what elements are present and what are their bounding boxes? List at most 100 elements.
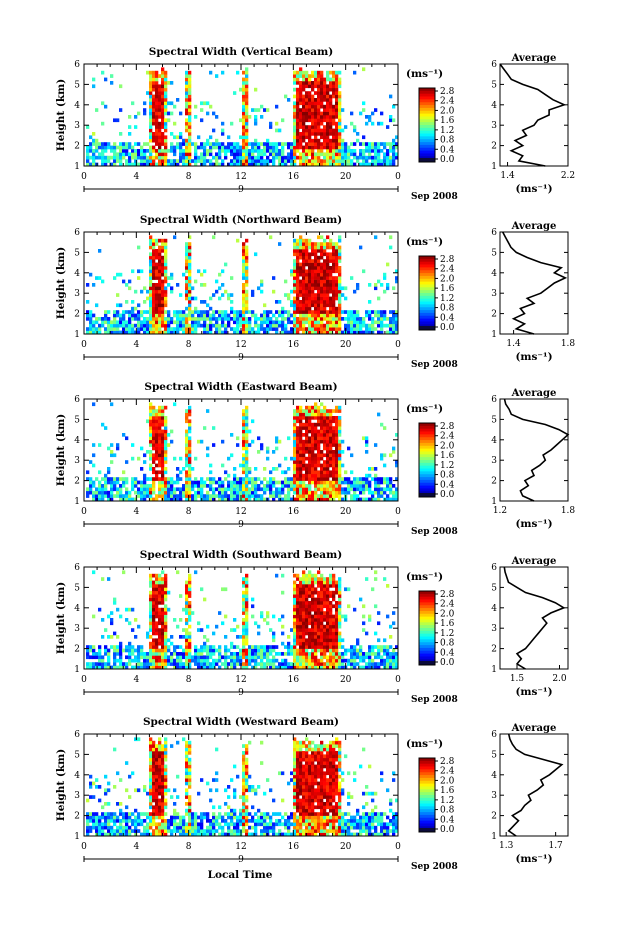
heatmap-cell — [371, 494, 375, 498]
heatmap-cell — [305, 450, 309, 454]
heatmap-cell — [152, 115, 156, 119]
heatmap-cell — [266, 614, 270, 619]
heatmap-cell — [149, 624, 153, 629]
heatmap-cell — [188, 601, 192, 605]
heatmap-cell — [161, 132, 165, 136]
heatmap-cell — [305, 74, 309, 78]
heatmap-cell — [158, 104, 162, 109]
heatmap-cell — [359, 327, 363, 331]
heatmap-cell — [320, 419, 324, 424]
heatmap-cell — [311, 648, 315, 653]
heatmap-cell — [293, 655, 297, 660]
heatmap-cell — [221, 70, 225, 75]
heatmap-cell — [308, 242, 312, 246]
heatmap-cell — [299, 635, 303, 639]
heatmap-cell — [245, 652, 249, 656]
heatmap-cell — [254, 648, 258, 653]
heatmap-cell — [326, 313, 330, 318]
heatmap-cell — [248, 159, 252, 163]
x-tick-label: 12 — [235, 172, 246, 182]
heatmap-cell — [311, 87, 315, 92]
heatmap-cell — [143, 480, 147, 485]
heatmap-cell — [167, 658, 171, 663]
heatmap-cell — [182, 467, 186, 471]
heatmap-cell — [233, 655, 237, 660]
heatmap-cell — [347, 487, 351, 492]
heatmap-cell — [152, 467, 156, 471]
heatmap-cell — [185, 484, 189, 488]
heatmap-cell — [230, 645, 234, 649]
heatmap-cell — [194, 155, 198, 160]
heatmap-cell — [101, 497, 105, 502]
heatmap-cell — [194, 323, 198, 328]
heatmap-cell — [149, 74, 153, 78]
heatmap-cell — [311, 310, 315, 314]
heatmap-cell — [122, 155, 126, 160]
heatmap-cell — [224, 587, 228, 592]
heatmap-cell — [242, 422, 246, 427]
heatmap-cell — [305, 641, 309, 646]
heatmap-cell — [326, 245, 330, 250]
heatmap-cell — [296, 286, 300, 291]
heatmap-cell — [185, 618, 189, 622]
heatmap-cell — [317, 296, 321, 301]
heatmap-cell — [308, 662, 312, 666]
heatmap-cell — [365, 480, 369, 485]
heatmap-cell — [332, 87, 336, 92]
heatmap-cell — [359, 330, 363, 335]
heatmap-cell — [368, 480, 372, 485]
heatmap-cell — [239, 463, 243, 468]
heatmap-cell — [218, 145, 222, 150]
heatmap-cell — [335, 460, 339, 464]
heatmap-cell — [365, 142, 369, 146]
heatmap-cell — [245, 456, 249, 461]
heatmap-cell — [308, 300, 312, 304]
heatmap-cell — [320, 480, 324, 485]
heatmap-cell — [305, 601, 309, 605]
colorbar-segment — [419, 136, 435, 140]
heatmap-cell — [155, 456, 159, 461]
heatmap-cell — [164, 330, 168, 335]
heatmap-cell — [281, 327, 285, 331]
heatmap-cell — [164, 159, 168, 163]
heatmap-cell — [203, 320, 207, 325]
heatmap-cell — [329, 327, 333, 331]
heatmap-cell — [215, 159, 219, 163]
heatmap-cell — [236, 443, 240, 447]
heatmap-cell — [245, 597, 249, 602]
heatmap-cell — [359, 149, 363, 153]
heatmap-cell — [152, 584, 156, 588]
heatmap-cell — [164, 416, 168, 420]
heatmap-cell — [161, 597, 165, 602]
heatmap-cell — [338, 293, 342, 297]
heatmap-cell — [374, 149, 378, 153]
heatmap-cell — [86, 494, 90, 498]
heatmap-cell — [170, 317, 174, 321]
heatmap-cell — [161, 87, 165, 92]
heatmap-cell — [299, 327, 303, 331]
heatmap-cell — [311, 662, 315, 666]
heatmap-cell — [197, 323, 201, 328]
heatmap-cell — [320, 450, 324, 454]
heatmap-cell — [158, 320, 162, 325]
colorbar-segment — [419, 88, 435, 92]
heatmap-cell — [305, 409, 309, 413]
heatmap-cell — [113, 276, 117, 280]
heatmap-cell — [140, 490, 144, 495]
heatmap-cell — [374, 327, 378, 331]
heatmap-cell — [155, 631, 159, 636]
heatmap-cell — [323, 453, 327, 458]
heatmap-cell — [314, 104, 318, 109]
heatmap-cell — [134, 490, 138, 495]
heatmap-cell — [221, 283, 225, 287]
heatmap-cell — [158, 607, 162, 612]
heatmap-cell — [158, 283, 162, 287]
heatmap-cell — [197, 621, 201, 626]
heatmap-cell — [272, 142, 276, 146]
heatmap-cell — [377, 313, 381, 318]
heatmap-cell — [86, 645, 90, 649]
heatmap-cell — [311, 125, 315, 129]
heatmap-cell — [185, 433, 189, 437]
heatmap-cell — [119, 494, 123, 498]
heatmap-cell — [299, 272, 303, 277]
